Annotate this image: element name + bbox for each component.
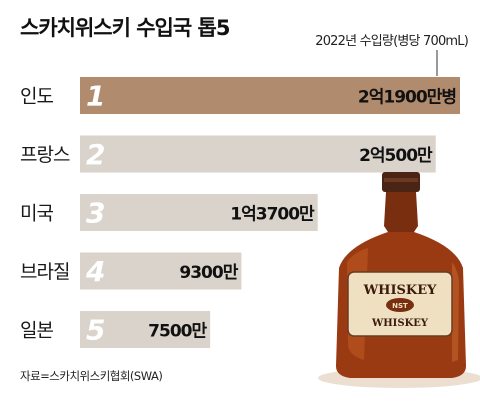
label-badge [386, 298, 414, 312]
rank-number: 2 [86, 138, 105, 171]
bar [80, 194, 318, 231]
value-label: 2억1900만병 [358, 88, 456, 108]
value-label: 9300만 [179, 263, 238, 283]
rank-number: 1 [86, 80, 105, 113]
source-note: 자료=스카치위스키협회(SWA) [20, 369, 163, 383]
category-label: 미국 [20, 203, 53, 225]
value-label: 1억3700만 [230, 205, 315, 225]
value-label: 7500만 [148, 322, 207, 342]
bottle-neck [384, 192, 418, 232]
rank-number: 3 [86, 197, 105, 230]
category-label: 인도 [20, 86, 53, 108]
bottle-cap-band [384, 178, 418, 182]
category-label: 브라질 [20, 261, 69, 283]
label-bottom-text: WHISKEY [371, 318, 429, 329]
bar [80, 77, 460, 114]
bottle-edge-highlight [452, 262, 459, 362]
rank-number: 5 [86, 314, 105, 347]
label-badge-text: NST [392, 302, 408, 310]
category-label: 프랑스 [20, 144, 70, 166]
value-label: 2억500만 [359, 146, 433, 166]
label-top-text: WHISKEY [363, 283, 438, 298]
bar [80, 135, 436, 173]
chart-title: 스카치위스키 수입국 톱5 [20, 16, 230, 40]
rank-number: 4 [85, 255, 105, 288]
category-label: 일본 [20, 320, 53, 342]
whiskey-bottle-illustration: WHISKEY NST WHISKEY [318, 172, 480, 388]
bar [80, 311, 211, 348]
bar [80, 252, 242, 290]
chart-subtitle: 2022년 수입량(병당 700mL) [315, 34, 469, 49]
